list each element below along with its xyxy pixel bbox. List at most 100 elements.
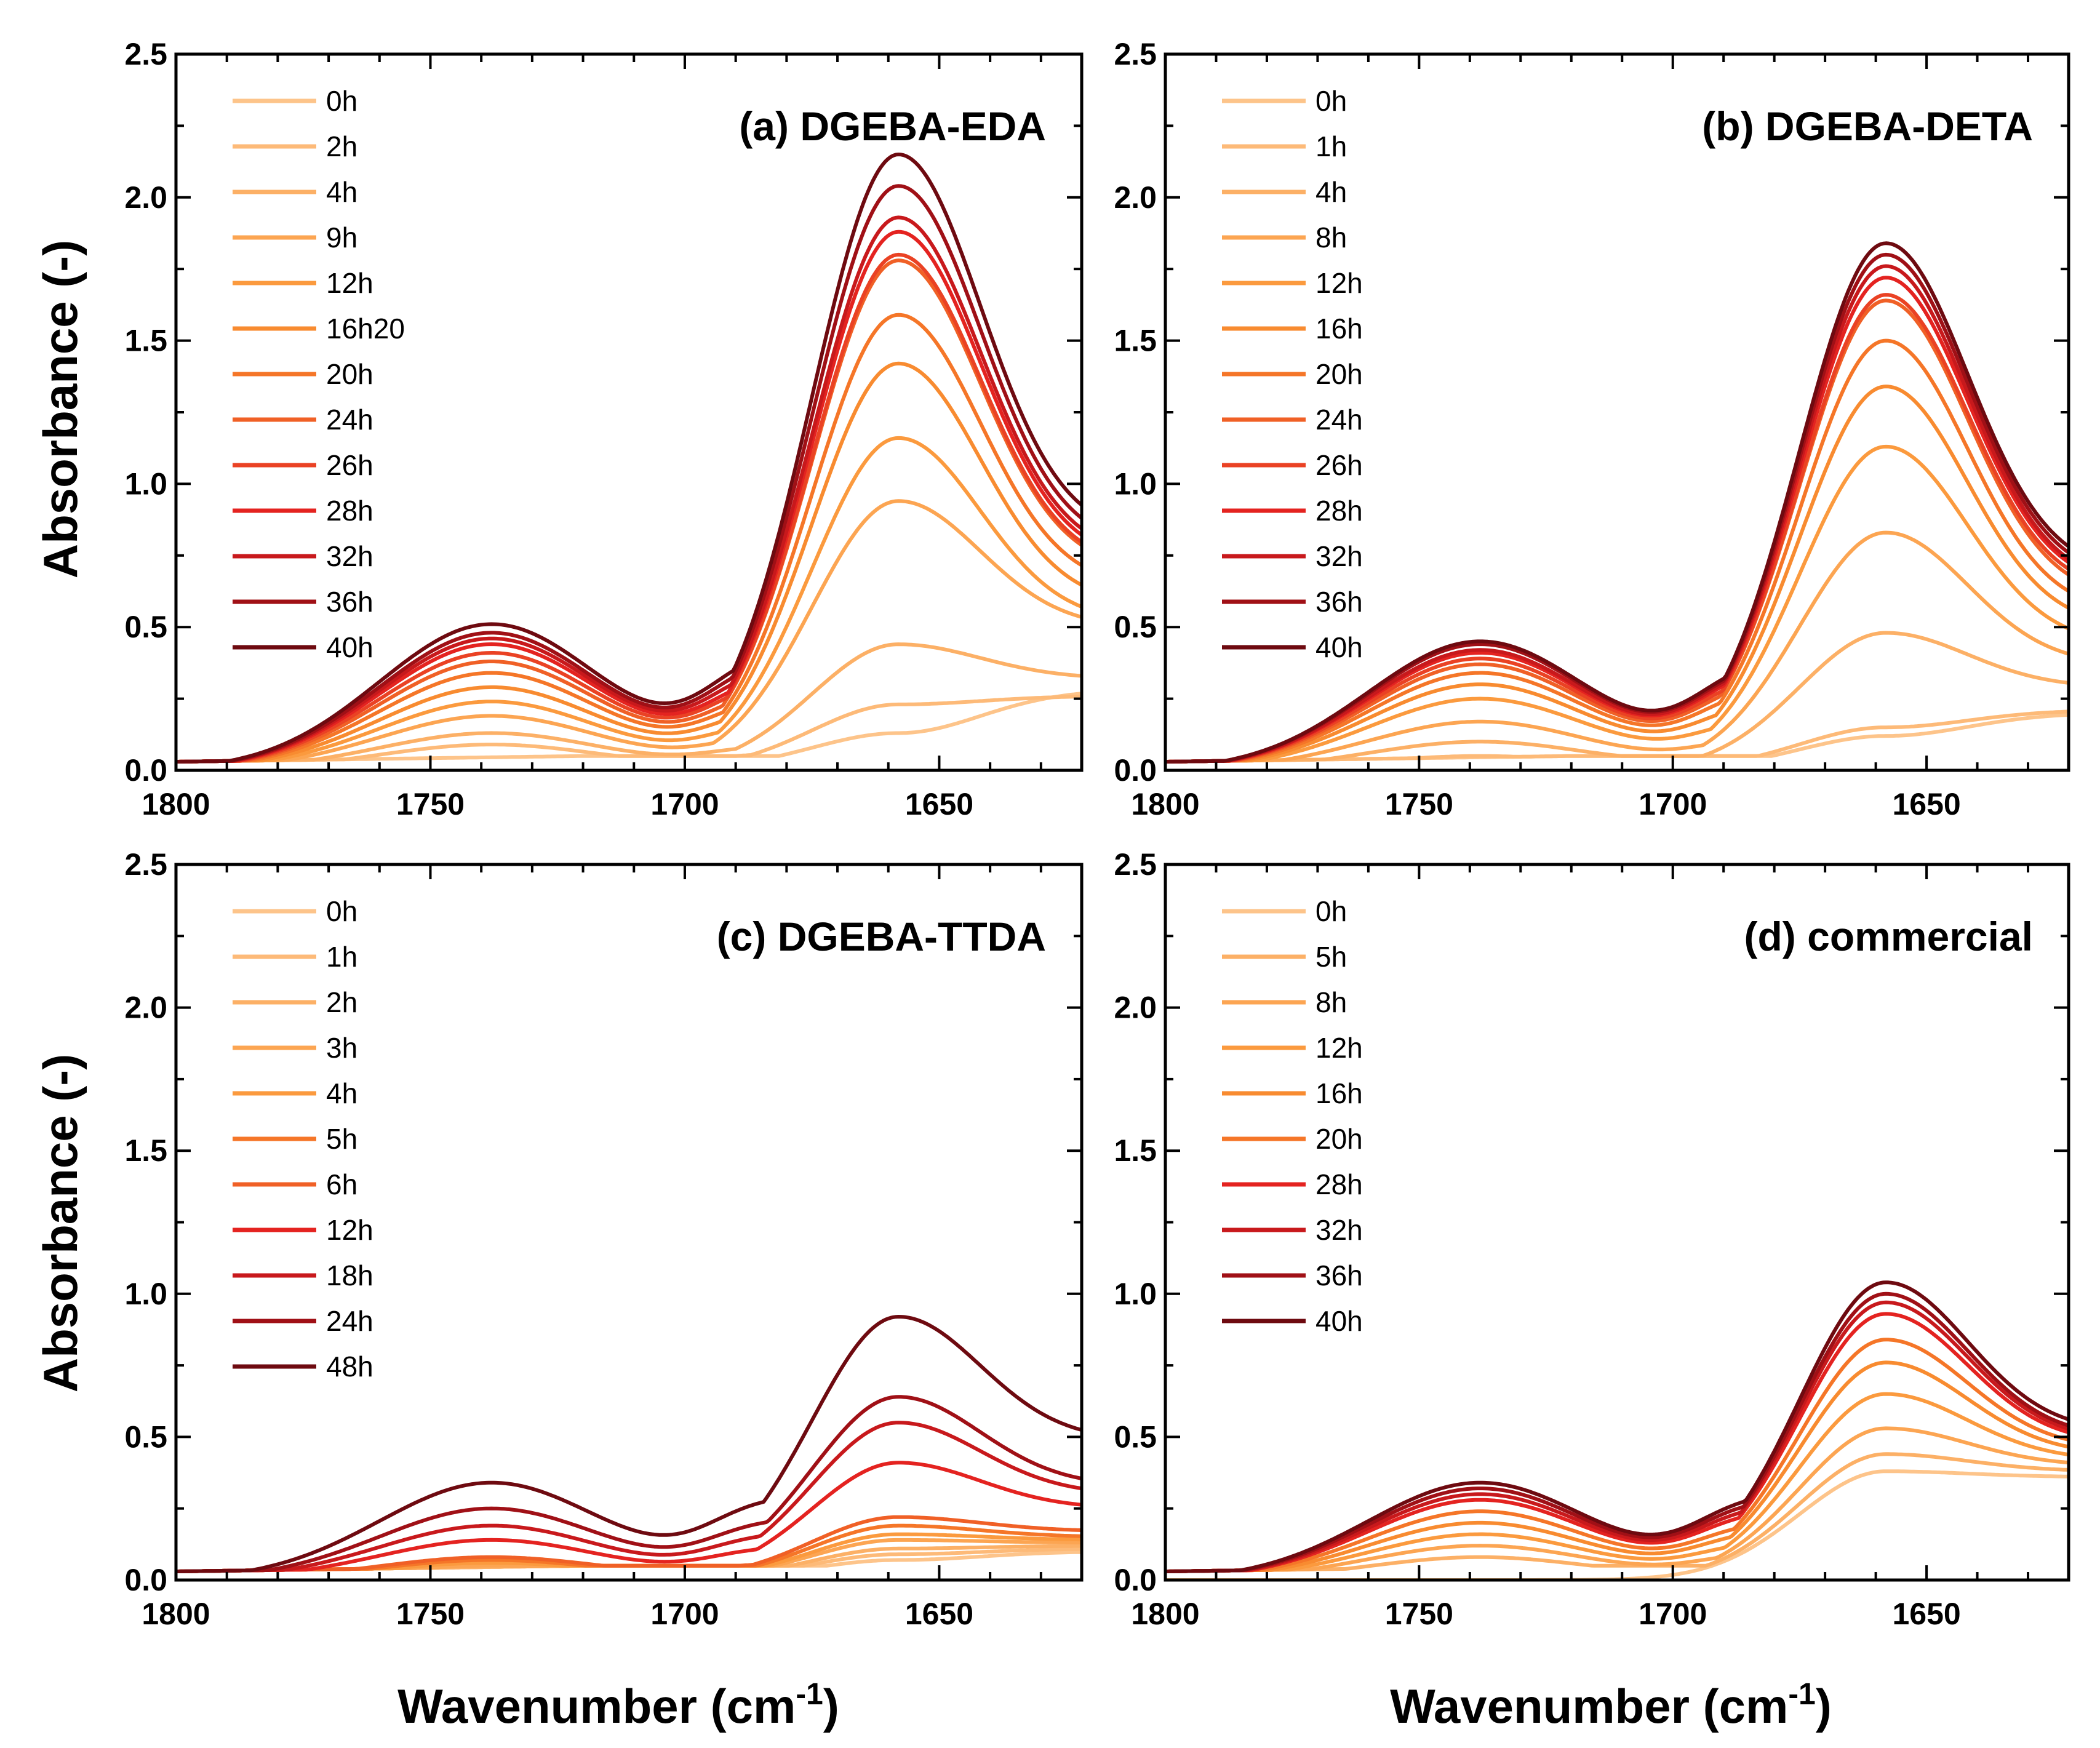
legend-label: 16h20	[326, 313, 405, 345]
y-tick-label: 1.0	[1114, 466, 1157, 501]
x-tick-label: 1800	[142, 787, 210, 821]
x-tick-label: 1650	[905, 787, 973, 821]
series-line-32h	[176, 215, 1082, 764]
y-tick-label: 0.0	[124, 1563, 167, 1597]
panel-title: (d) commercial	[1744, 914, 2033, 959]
series-line-6h	[176, 1515, 1082, 1573]
legend-label: 24h	[1315, 404, 1363, 436]
x-tick-label: 1700	[1639, 1597, 1707, 1631]
series-line-12h	[176, 1461, 1082, 1573]
series-line-28h	[1165, 1312, 2069, 1573]
y-tick-label: 1.5	[124, 324, 167, 358]
y-tick-label: 2.5	[124, 37, 167, 71]
y-tick-label: 0.0	[124, 753, 167, 788]
plot-frame	[174, 52, 1084, 772]
series-line-26h	[1165, 293, 2069, 764]
y-tick-label: 0.5	[1114, 1419, 1157, 1454]
chart-panel-1: 1800 1750 1700 1650 0.0 0.5 1.0 1.5 2.0 2.5 (a) DG…	[124, 37, 1084, 821]
legend-label: 20h	[1315, 1123, 1363, 1155]
x-tick-label: 1650	[1892, 787, 1960, 821]
y-tick-label: 0.5	[124, 1419, 167, 1454]
x-axis-title-left: Wavenumber (cm-1)	[397, 1677, 839, 1733]
legend-label: 26h	[1315, 449, 1363, 481]
legend-label: 40h	[1315, 1305, 1363, 1337]
x-tick-label: 1750	[396, 787, 465, 821]
y-tick-label: 0.5	[124, 610, 167, 644]
legend-label: 26h	[326, 449, 373, 481]
x-tick-label: 1750	[1385, 787, 1453, 821]
series-line-26h	[176, 252, 1082, 764]
legend-label: 8h	[1315, 986, 1347, 1018]
y-tick-label: 2.0	[1114, 180, 1157, 215]
x-tick-label: 1750	[1385, 1597, 1453, 1631]
legend-label: 0h	[326, 85, 357, 117]
legend-label: 28h	[1315, 1168, 1363, 1200]
legend-label: 5h	[326, 1123, 357, 1155]
legend: 0h 1h 4h 8h 12h 16h 20h 24h 26h 28h 32h 36h 40h	[1222, 85, 1363, 663]
legend-label: 28h	[1315, 495, 1363, 527]
legend-label: 0h	[326, 895, 357, 927]
legend-label: 36h	[326, 586, 373, 618]
series-line-24h	[1165, 298, 2069, 764]
plot-frame	[174, 863, 1084, 1582]
series-line-24h	[176, 258, 1082, 764]
x-axis-title-left-sup: -1	[796, 1677, 823, 1711]
legend-label: 12h	[326, 1214, 373, 1246]
legend-label: 6h	[326, 1168, 357, 1200]
legend-label: 28h	[326, 495, 373, 527]
series-line-24h	[176, 1395, 1082, 1573]
series-line-20h	[1165, 1338, 2069, 1573]
x-axis-title-right: Wavenumber (cm-1)	[1390, 1677, 1832, 1733]
legend-label: 12h	[326, 267, 373, 299]
series-line-8h	[1165, 1426, 2069, 1573]
y-tick-label: 2.5	[1114, 847, 1157, 882]
legend-label: 32h	[1315, 1214, 1363, 1246]
y-tick-label: 1.0	[124, 466, 167, 501]
legend-label: 12h	[1315, 1032, 1363, 1064]
series-line-20h	[1165, 338, 2069, 764]
series-line-20h	[176, 313, 1082, 764]
y-axis-title-bottom: Absorbance (-)	[33, 1054, 87, 1392]
y-tick-label: 1.0	[1114, 1277, 1157, 1311]
y-tick-label: 2.0	[124, 180, 167, 215]
series-line-48h	[176, 1315, 1082, 1573]
series-line-12h	[1165, 1392, 2069, 1573]
legend-label: 16h	[1315, 313, 1363, 345]
x-axis-title-right-text: Wavenumber (cm	[1390, 1679, 1788, 1733]
x-tick-label: 1700	[650, 787, 719, 821]
legend-label: 4h	[326, 176, 357, 208]
y-axis-title-top: Absorbance (-)	[33, 240, 87, 578]
panels-container: 1800 1750 1700 1650 0.0 0.5 1.0 1.5 2.0 2.5 (a) DG…	[124, 37, 2070, 1631]
series-line-2h	[176, 695, 1082, 764]
legend-label: 4h	[1315, 176, 1347, 208]
y-tick-label: 0.0	[1114, 1563, 1157, 1597]
x-tick-label: 1700	[1639, 787, 1707, 821]
legend-label: 24h	[326, 1305, 373, 1337]
x-tick-label: 1750	[396, 1597, 465, 1631]
series-group	[1165, 1280, 2069, 1580]
series-line-40h	[176, 153, 1082, 764]
x-tick-label: 1800	[1131, 1597, 1199, 1631]
y-tick-label: 1.5	[124, 1133, 167, 1168]
panel-title: (b) DGEBA-DETA	[1702, 103, 2033, 149]
x-tick-label: 1650	[905, 1597, 973, 1631]
series-line-8h	[1165, 530, 2069, 764]
y-tick-label: 0.5	[1114, 610, 1157, 644]
series-line-4h	[176, 642, 1082, 764]
series-line-4h	[1165, 631, 2069, 764]
y-tick-label: 1.0	[124, 1277, 167, 1311]
x-tick-label: 1800	[142, 1597, 210, 1631]
legend-label: 1h	[326, 941, 357, 973]
series-line-18h	[176, 1421, 1082, 1573]
series-group	[176, 1315, 1082, 1573]
legend-label: 12h	[1315, 267, 1363, 299]
series-line-9h	[176, 499, 1082, 764]
legend-label: 0h	[1315, 895, 1347, 927]
legend-label: 32h	[1315, 540, 1363, 572]
series-line-16h	[1165, 1360, 2069, 1573]
series-line-32h	[1165, 264, 2069, 764]
series-group	[176, 153, 1082, 764]
legend: 0h 2h 4h 9h 12h 16h20 20h 24h 26h 28h 32h 36h 40h	[233, 85, 405, 663]
chart-panel-4: 1800 1750 1700 1650 0.0 0.5 1.0 1.5 2.0 2.5 (d) co…	[1114, 847, 2070, 1631]
y-tick-label: 1.5	[1114, 1133, 1157, 1168]
